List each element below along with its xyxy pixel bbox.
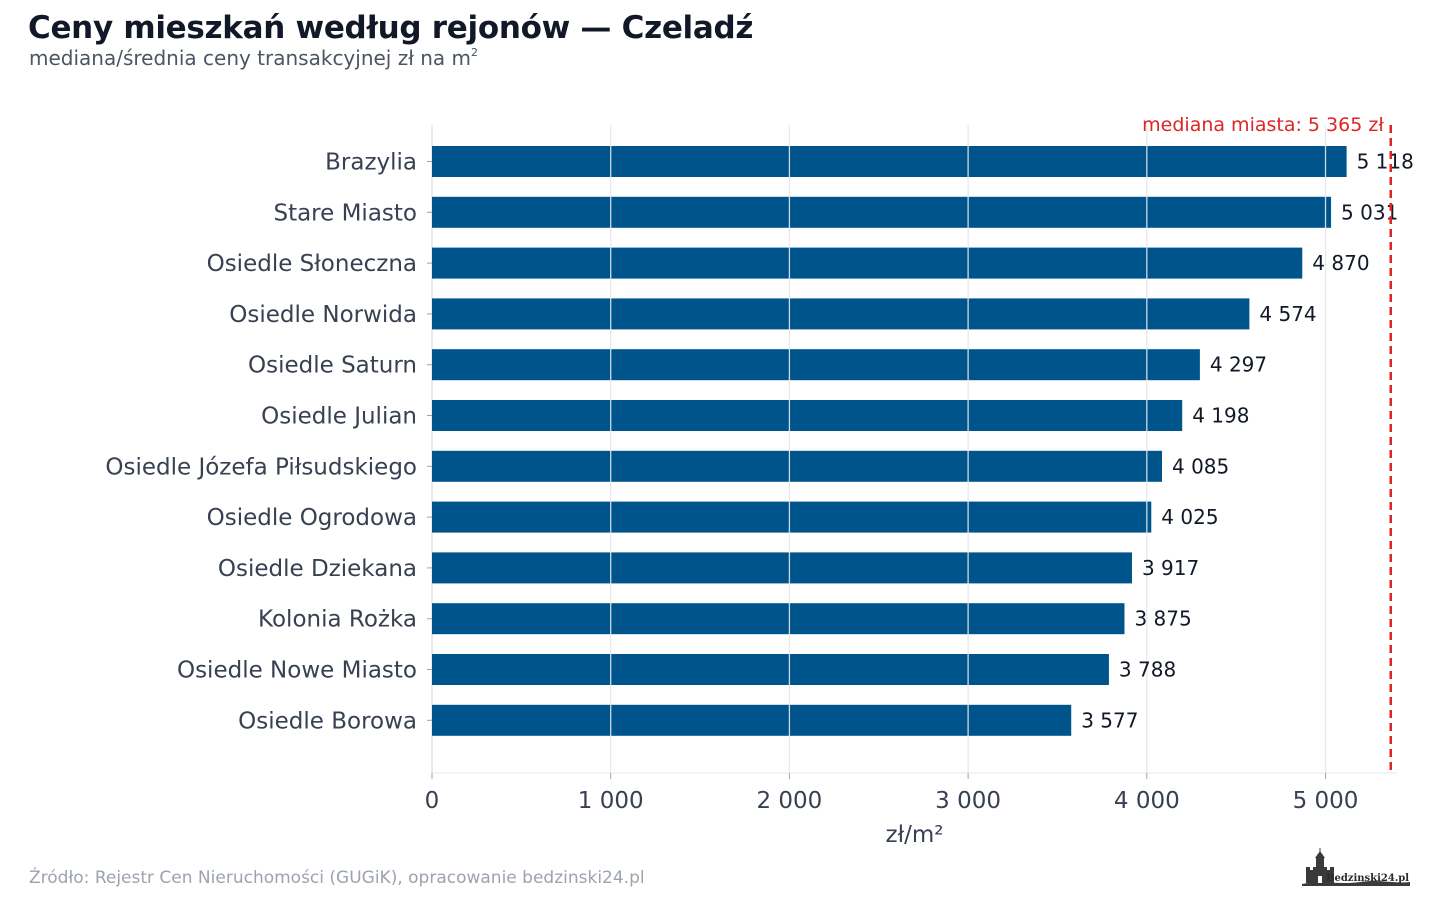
category-label: Osiedle Józefa Piłsudskiego <box>105 454 417 480</box>
value-label: 4 574 <box>1259 302 1316 326</box>
value-label: 5 031 <box>1341 200 1398 224</box>
x-tick-label: 3 000 <box>935 788 1001 814</box>
chart-title: Ceny mieszkań według rejonów — Czeladź <box>28 10 754 46</box>
x-tick-label: 1 000 <box>578 788 644 814</box>
bar <box>432 552 1132 584</box>
category-label: Osiedle Saturn <box>248 353 417 379</box>
value-label: 5 118 <box>1357 150 1414 174</box>
bar <box>432 400 1183 431</box>
bar <box>432 298 1250 330</box>
bar <box>432 501 1152 533</box>
bar <box>432 247 1303 279</box>
bar <box>432 654 1109 685</box>
category-label: Osiedle Dziekana <box>218 556 417 582</box>
x-tick-label: 0 <box>425 788 440 814</box>
category-label: Osiedle Borowa <box>238 708 417 734</box>
category-label: Osiedle Julian <box>261 404 417 430</box>
x-axis-title: zł/m² <box>886 822 944 848</box>
subtitle-text: mediana/średnia ceny transakcyjnej zł na… <box>29 46 472 70</box>
category-label: Brazylia <box>325 150 417 176</box>
value-label: 4 870 <box>1312 251 1369 275</box>
value-label: 4 198 <box>1192 404 1249 428</box>
bar <box>432 146 1347 177</box>
category-label: Osiedle Nowe Miasto <box>177 658 417 684</box>
value-label: 4 085 <box>1172 454 1229 478</box>
value-label: 4 297 <box>1210 353 1267 377</box>
bar <box>432 450 1163 482</box>
category-label: Kolonia Rożka <box>258 607 417 633</box>
median-reference-label: mediana miasta: 5 365 zł <box>1142 114 1384 136</box>
site-logo: Bedzinski24.pl <box>1300 848 1412 888</box>
value-label: 4 025 <box>1161 505 1218 529</box>
source-note: Źródło: Rejestr Cen Nieruchomości (GUGiK… <box>29 868 645 888</box>
category-label: Stare Miasto <box>273 200 417 226</box>
bar <box>432 704 1072 736</box>
castle-icon <box>1302 848 1410 886</box>
logo-text: Bedzinski24.pl <box>1326 873 1410 884</box>
chart-subtitle: mediana/średnia ceny transakcyjnej zł na… <box>29 46 478 70</box>
bar <box>432 196 1332 228</box>
bar <box>432 349 1200 381</box>
value-label: 3 875 <box>1134 607 1191 631</box>
x-tick-label: 5 000 <box>1293 788 1359 814</box>
value-label: 3 917 <box>1142 556 1199 580</box>
category-label: Osiedle Ogrodowa <box>207 505 417 531</box>
subtitle-superscript: 2 <box>471 46 479 59</box>
bar <box>432 603 1125 635</box>
x-tick-label: 4 000 <box>1114 788 1180 814</box>
x-tick-label: 2 000 <box>756 788 822 814</box>
value-label: 3 788 <box>1119 658 1176 682</box>
category-label: Osiedle Norwida <box>229 302 417 328</box>
category-label: Osiedle Słoneczna <box>207 251 417 277</box>
value-label: 3 577 <box>1081 708 1138 732</box>
